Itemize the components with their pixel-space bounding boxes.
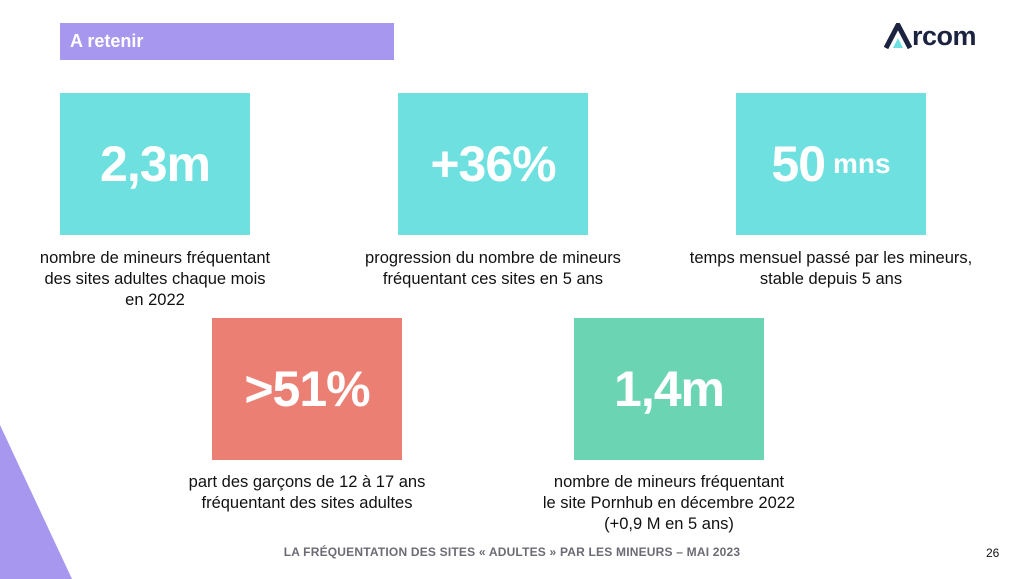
caption-line: stable depuis 5 ans — [759, 270, 903, 288]
arcom-logo: rcom — [884, 20, 977, 51]
caption-line: en 2022 — [125, 291, 185, 309]
stat-caption-boys-share: part des garçons de 12 à 17 ans fréquent… — [160, 472, 454, 514]
stat-unit: mns — [833, 148, 891, 179]
stat-box-monthly-time: 50 mns — [736, 93, 926, 235]
footer-text: LA FRÉQUENTATION DES SITES « ADULTES » P… — [283, 545, 741, 559]
caption-line: des sites adultes chaque mois — [44, 270, 266, 288]
caption-line: nombre de mineurs fréquentant — [553, 473, 785, 491]
caption-line: (+0,9 M en 5 ans) — [604, 515, 734, 533]
caption-line: part des garçons de 12 à 17 ans — [188, 473, 426, 491]
caption-line: temps mensuel passé par les mineurs, — [689, 249, 973, 267]
caption-line: fréquentant ces sites en 5 ans — [382, 270, 604, 288]
arcom-logo-text: rcom — [912, 20, 977, 51]
caption-line: le site Pornhub en décembre 2022 — [542, 494, 796, 512]
page-number: 26 — [986, 546, 1000, 560]
stat-value: 2,3m — [100, 136, 211, 192]
stat-caption-pornhub: nombre de mineurs fréquentant le site Po… — [514, 472, 824, 535]
caption-line: progression du nombre de mineurs — [365, 249, 621, 267]
caption-line: nombre de mineurs fréquentant — [39, 249, 271, 267]
stat-caption-monthly-time: temps mensuel passé par les mineurs, sta… — [668, 248, 994, 290]
section-title-text: A retenir — [70, 31, 144, 51]
arcom-logo-mark-icon — [884, 23, 912, 49]
section-title: A retenir — [60, 23, 394, 60]
stat-value: 50 — [771, 136, 826, 192]
stat-caption-growth: progression du nombre de mineurs fréquen… — [333, 248, 653, 290]
stat-box-growth: +36% — [398, 93, 588, 235]
stat-caption-minors-monthly: nombre de mineurs fréquentant des sites … — [10, 248, 300, 311]
stat-box-boys-share: >51% — [212, 318, 402, 460]
stat-value: +36% — [430, 136, 556, 192]
stat-box-pornhub: 1,4m — [574, 318, 764, 460]
caption-line: fréquentant des sites adultes — [201, 494, 413, 512]
stat-value: 1,4m — [614, 361, 725, 417]
stat-value: >51% — [244, 361, 370, 417]
stat-box-minors-monthly: 2,3m — [60, 93, 250, 235]
